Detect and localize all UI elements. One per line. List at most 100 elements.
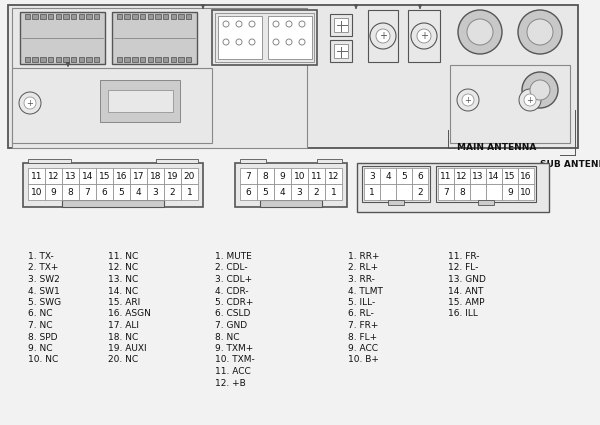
Bar: [170, 14, 176, 19]
Bar: [317, 159, 342, 163]
Text: +: +: [527, 96, 533, 105]
Text: 5: 5: [401, 172, 407, 181]
Text: 5. ILL-: 5. ILL-: [348, 298, 375, 307]
Bar: [268, 16, 312, 59]
Text: 1. RR+: 1. RR+: [348, 252, 380, 261]
Bar: [23, 163, 203, 207]
Bar: [518, 184, 534, 200]
Circle shape: [524, 94, 536, 106]
Text: 9. NC: 9. NC: [28, 344, 53, 353]
Text: 9: 9: [280, 172, 286, 181]
Circle shape: [376, 29, 390, 43]
Text: 11. NC: 11. NC: [108, 252, 138, 261]
Bar: [28, 184, 45, 200]
Text: 1: 1: [369, 187, 375, 196]
Bar: [148, 57, 153, 62]
Text: 6: 6: [417, 172, 423, 181]
Bar: [140, 14, 145, 19]
Circle shape: [527, 19, 553, 45]
Bar: [155, 159, 198, 163]
Text: 11. ACC: 11. ACC: [215, 367, 251, 376]
Text: 6: 6: [245, 187, 251, 196]
Bar: [113, 168, 130, 184]
Bar: [79, 57, 84, 62]
Text: 3. SW2: 3. SW2: [28, 275, 60, 284]
Text: 11: 11: [31, 172, 42, 181]
Text: 15. ARI: 15. ARI: [108, 298, 140, 307]
Bar: [164, 168, 181, 184]
Text: 5: 5: [263, 187, 268, 196]
Bar: [181, 168, 198, 184]
Text: 12: 12: [328, 172, 339, 181]
Text: MAIN ANTENNA: MAIN ANTENNA: [457, 144, 536, 153]
Text: 18. NC: 18. NC: [108, 332, 138, 342]
Bar: [334, 18, 348, 32]
Bar: [274, 184, 291, 200]
Bar: [486, 184, 502, 200]
Text: 12: 12: [457, 172, 467, 181]
Bar: [178, 14, 184, 19]
Bar: [140, 57, 145, 62]
Bar: [113, 184, 130, 200]
Bar: [308, 184, 325, 200]
Bar: [12, 8, 307, 148]
Text: 7: 7: [443, 187, 449, 196]
Bar: [257, 184, 274, 200]
Text: 11: 11: [440, 172, 452, 181]
Bar: [45, 168, 62, 184]
Bar: [388, 200, 404, 205]
Bar: [62, 184, 79, 200]
Text: 16: 16: [520, 172, 532, 181]
Bar: [257, 168, 274, 184]
Bar: [163, 57, 169, 62]
Text: 3: 3: [152, 187, 158, 196]
Bar: [380, 168, 396, 184]
Bar: [108, 90, 173, 112]
Text: +: +: [420, 31, 428, 41]
Text: 13: 13: [65, 172, 76, 181]
Bar: [325, 184, 342, 200]
Text: 6. RL-: 6. RL-: [348, 309, 374, 318]
Bar: [396, 168, 412, 184]
Bar: [132, 57, 137, 62]
Bar: [62, 168, 79, 184]
Bar: [40, 57, 46, 62]
Bar: [79, 184, 96, 200]
Text: 4. TLMT: 4. TLMT: [348, 286, 383, 295]
Bar: [45, 184, 62, 200]
Text: 5: 5: [119, 187, 124, 196]
Text: 1. TX-: 1. TX-: [28, 252, 54, 261]
Circle shape: [458, 10, 502, 54]
Bar: [147, 184, 164, 200]
Bar: [438, 184, 454, 200]
Text: 14. NC: 14. NC: [108, 286, 138, 295]
Bar: [330, 40, 352, 62]
Text: 17: 17: [133, 172, 144, 181]
Circle shape: [457, 89, 479, 111]
Circle shape: [522, 72, 558, 108]
Text: SUB ANTENNA: SUB ANTENNA: [540, 160, 600, 169]
Text: 3. RR-: 3. RR-: [348, 275, 375, 284]
Bar: [32, 14, 38, 19]
Circle shape: [370, 23, 396, 49]
Bar: [408, 10, 440, 62]
Text: 1: 1: [331, 187, 337, 196]
Bar: [96, 184, 113, 200]
Bar: [368, 10, 398, 62]
Text: 13. NC: 13. NC: [108, 275, 138, 284]
Circle shape: [19, 92, 41, 114]
Bar: [71, 57, 76, 62]
Bar: [240, 168, 257, 184]
Bar: [486, 168, 502, 184]
Circle shape: [518, 10, 562, 54]
Bar: [100, 80, 180, 122]
Bar: [478, 200, 494, 205]
Circle shape: [417, 29, 431, 43]
Text: 14: 14: [488, 172, 500, 181]
Bar: [94, 14, 100, 19]
Bar: [240, 184, 257, 200]
Bar: [364, 184, 380, 200]
Bar: [518, 168, 534, 184]
Bar: [40, 14, 46, 19]
Text: 3: 3: [369, 172, 375, 181]
